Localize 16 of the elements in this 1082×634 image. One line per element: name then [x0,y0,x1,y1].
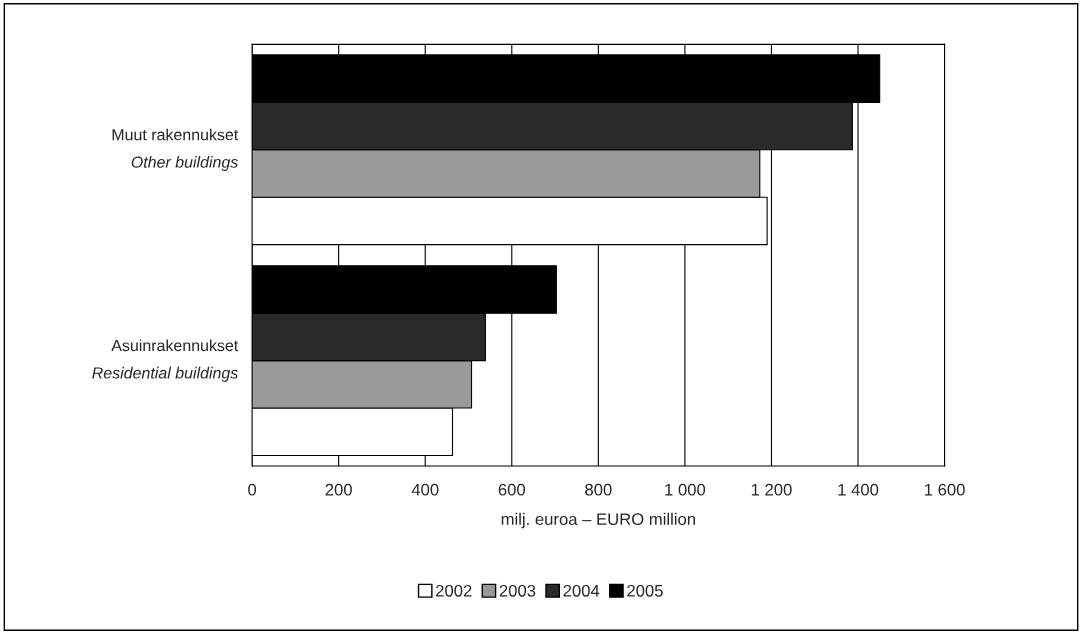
x-tick-label: 200 [325,483,352,496]
x-tick-label: 400 [411,483,439,496]
legend-label: 2002 [436,584,472,597]
x-tick-label: 1 000 [665,483,706,496]
x-axis-title: milj. euroa – EURO million [501,512,695,529]
x-tick-label: 1 600 [925,483,965,496]
x-tick-label: 600 [498,483,526,496]
legend-label: 2003 [499,584,536,597]
legend-label: 2004 [563,584,600,597]
x-tick-label: 0 [248,483,257,496]
x-tick-label: 1 200 [751,483,792,496]
x-tick-label: 800 [585,483,612,496]
y-tick-label: Muut rakennukset Other buildings [112,128,239,171]
x-tick-label: 1 400 [838,483,879,496]
legend-label: 2005 [627,584,663,597]
y-tick-label: Asuinrakennukset Residential buildings [92,339,239,382]
